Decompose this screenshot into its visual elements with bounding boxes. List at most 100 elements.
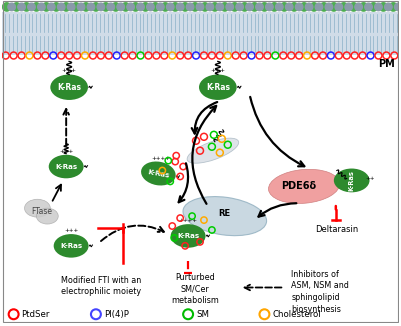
Circle shape: [221, 3, 229, 11]
Text: PI(4)P: PI(4)P: [104, 310, 129, 319]
Circle shape: [137, 3, 144, 11]
Text: ++++: ++++: [152, 156, 170, 161]
Circle shape: [77, 3, 85, 11]
Text: Deltarasin: Deltarasin: [315, 225, 358, 234]
Circle shape: [340, 3, 348, 11]
Circle shape: [305, 3, 313, 11]
Ellipse shape: [24, 199, 50, 217]
Circle shape: [186, 3, 194, 11]
Circle shape: [48, 3, 55, 11]
Text: Inhibitors of
ASM, NSM and
sphingolipid
biosynthesis: Inhibitors of ASM, NSM and sphingolipid …: [291, 270, 349, 314]
Text: Modified FTI with an
electrophilic moiety: Modified FTI with an electrophilic moiet…: [61, 275, 141, 296]
Ellipse shape: [171, 224, 206, 248]
Circle shape: [62, 3, 70, 11]
Circle shape: [320, 3, 328, 11]
Circle shape: [161, 3, 170, 11]
Circle shape: [300, 3, 308, 11]
Circle shape: [132, 3, 140, 11]
Bar: [2, 12, 399, 54]
Circle shape: [389, 3, 397, 11]
Circle shape: [260, 3, 269, 11]
Circle shape: [22, 3, 31, 11]
Text: PM: PM: [379, 59, 395, 69]
Text: K-Ras: K-Ras: [206, 83, 230, 92]
Text: SM: SM: [196, 310, 209, 319]
Text: +++: +++: [211, 68, 225, 73]
Ellipse shape: [199, 75, 237, 100]
Circle shape: [176, 3, 184, 11]
Ellipse shape: [50, 75, 88, 100]
Circle shape: [117, 3, 124, 11]
Circle shape: [280, 3, 288, 11]
Circle shape: [290, 3, 298, 11]
Circle shape: [8, 3, 15, 11]
Circle shape: [166, 3, 174, 11]
Text: PtdSer: PtdSer: [22, 310, 50, 319]
Circle shape: [270, 3, 279, 11]
Circle shape: [141, 3, 150, 11]
Circle shape: [12, 3, 21, 11]
Circle shape: [375, 3, 382, 11]
Circle shape: [211, 3, 219, 11]
Text: K-Ras: K-Ras: [147, 169, 170, 178]
Circle shape: [355, 3, 363, 11]
Circle shape: [196, 3, 204, 11]
Circle shape: [107, 3, 115, 11]
Text: FTase: FTase: [31, 207, 52, 216]
Circle shape: [369, 3, 378, 11]
Text: K-Ras: K-Ras: [177, 233, 199, 239]
Circle shape: [52, 3, 61, 11]
Circle shape: [28, 3, 35, 11]
Circle shape: [102, 3, 110, 11]
Text: +++: +++: [62, 68, 77, 73]
Circle shape: [127, 3, 134, 11]
Circle shape: [236, 3, 243, 11]
Text: ++: ++: [366, 176, 375, 181]
Ellipse shape: [54, 234, 89, 258]
Circle shape: [42, 3, 51, 11]
Text: RE: RE: [219, 209, 231, 218]
Circle shape: [206, 3, 214, 11]
Circle shape: [379, 3, 388, 11]
Circle shape: [156, 3, 164, 11]
Ellipse shape: [334, 169, 370, 192]
Circle shape: [296, 3, 303, 11]
Circle shape: [330, 3, 338, 11]
Circle shape: [365, 3, 372, 11]
Circle shape: [250, 3, 259, 11]
Circle shape: [171, 3, 179, 11]
Text: ++++: ++++: [178, 218, 198, 223]
Text: +++: +++: [64, 228, 78, 233]
Circle shape: [315, 3, 323, 11]
Circle shape: [82, 3, 90, 11]
Circle shape: [345, 3, 352, 11]
Ellipse shape: [187, 138, 239, 163]
Circle shape: [147, 3, 154, 11]
Circle shape: [275, 3, 283, 11]
Circle shape: [335, 3, 342, 11]
Circle shape: [191, 3, 199, 11]
Text: K-Ras: K-Ras: [55, 164, 77, 170]
Circle shape: [18, 3, 25, 11]
Circle shape: [38, 3, 45, 11]
Circle shape: [310, 3, 318, 11]
Circle shape: [256, 3, 263, 11]
Circle shape: [216, 3, 224, 11]
Circle shape: [385, 3, 392, 11]
Text: K-Ras: K-Ras: [60, 243, 82, 249]
Circle shape: [350, 3, 358, 11]
Circle shape: [111, 3, 120, 11]
Circle shape: [241, 3, 249, 11]
Circle shape: [231, 3, 239, 11]
Circle shape: [325, 3, 333, 11]
Circle shape: [265, 3, 273, 11]
Ellipse shape: [49, 155, 84, 178]
Text: K-Ras: K-Ras: [349, 170, 354, 191]
Circle shape: [92, 3, 100, 11]
Circle shape: [67, 3, 75, 11]
Circle shape: [201, 3, 209, 11]
Ellipse shape: [269, 169, 340, 203]
Text: K-Ras: K-Ras: [57, 83, 81, 92]
Ellipse shape: [183, 197, 267, 236]
Circle shape: [97, 3, 105, 11]
